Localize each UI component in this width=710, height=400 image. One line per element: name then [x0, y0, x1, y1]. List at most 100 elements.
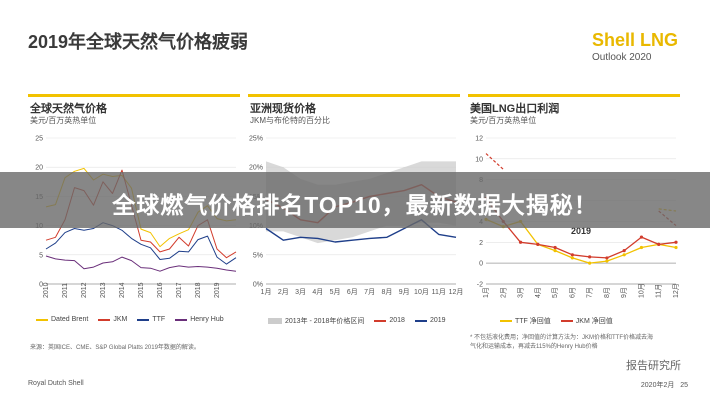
- legend-swatch: [560, 320, 573, 322]
- x-tick-label: 9月: [399, 288, 410, 296]
- x-tick-label: 8月: [381, 288, 392, 296]
- logo-name: Shell LNG: [591, 30, 678, 50]
- x-tick-label: 2013: [100, 282, 107, 298]
- y-tick-label: 12: [475, 136, 483, 143]
- legend-item: JKM: [98, 316, 127, 323]
- x-tick-label: 6月: [568, 287, 576, 298]
- legend-item: 2018: [374, 317, 405, 324]
- legend-item: 2019: [414, 317, 446, 324]
- page-title: 2019年全球天然气价格疲弱: [28, 32, 249, 52]
- x-tick-label: 2014: [119, 282, 126, 298]
- legend-item: 2013年 - 2018年价格区间: [268, 316, 364, 326]
- series-point: [570, 253, 574, 257]
- panel-3-rule: [468, 94, 680, 97]
- x-tick-label: 5月: [330, 288, 341, 296]
- x-tick-label: 4月: [534, 287, 542, 298]
- legend-label: Henry Hub: [190, 316, 224, 323]
- legend-swatch: [98, 318, 111, 321]
- y-tick-label: 0: [479, 261, 483, 268]
- panel-3-title: 美国LNG出口利润: [470, 103, 560, 115]
- series-point: [570, 256, 574, 260]
- series-point: [639, 245, 644, 250]
- y-tick-label: 0%: [253, 282, 263, 289]
- legend-swatch: [137, 318, 150, 321]
- x-tick-label: 2016: [157, 282, 164, 298]
- x-tick-label: 5月: [551, 287, 559, 298]
- footer-company: Royal Dutch Shell: [28, 380, 84, 387]
- watermark: 报告研究所: [623, 356, 684, 374]
- x-tick-label: 7月: [586, 287, 594, 298]
- series-point: [553, 245, 557, 250]
- y-tick-label: 0: [39, 282, 43, 289]
- series-point: [518, 240, 523, 244]
- x-tick-label: 9月: [620, 287, 628, 298]
- x-tick-label: 2月: [278, 288, 289, 296]
- banner-headline: 全球燃气价格排名TOP10，最新数据大揭秘！: [112, 192, 598, 218]
- banner-overlay: [0, 172, 710, 228]
- x-tick-label: 10月: [414, 288, 429, 296]
- x-tick-label: 2018: [195, 282, 202, 298]
- x-tick-label: 4月: [312, 288, 323, 296]
- x-tick-label: 2012: [81, 282, 88, 298]
- legend-swatch: [175, 318, 188, 321]
- panel-1-rule: [28, 94, 240, 97]
- series-point: [605, 256, 609, 260]
- shell-lng-logo: Shell LNG Outlook 2020: [592, 30, 678, 63]
- x-tick-label: 1月: [261, 288, 272, 296]
- legend-item: Dated Brent: [36, 316, 88, 323]
- x-tick-label: 2015: [138, 282, 145, 298]
- footer-date: 2020年2月: [640, 382, 675, 389]
- panel-2-ylabel: JKM与布伦特的百分比: [250, 116, 330, 125]
- series-point: [622, 249, 626, 253]
- y-tick-label: -2: [477, 282, 483, 289]
- annotation-year: 2019: [571, 226, 591, 236]
- legend-swatch: [36, 318, 48, 321]
- legend-3: TTF 净回值 JKM 净回值: [500, 316, 623, 326]
- x-tick-label: 10月: [637, 283, 645, 298]
- x-tick-label: 6月: [347, 288, 358, 296]
- legend-label: TTF 净回值: [515, 318, 551, 325]
- legend-label: 2013年 - 2018年价格区间: [285, 318, 365, 325]
- y-tick-label: 20: [35, 165, 43, 172]
- legend-1: Dated Brent JKM TTF Henry Hub: [36, 316, 234, 324]
- note-method-2: 气化和运输成本，再减去115%的Henry Hub价格: [470, 344, 598, 350]
- y-tick-label: 5%: [253, 252, 263, 259]
- series-point: [536, 242, 540, 246]
- panel-2-title: 亚洲现货价格: [250, 103, 316, 115]
- y-tick-label: 5: [39, 252, 43, 259]
- x-tick-label: 11月: [432, 288, 446, 296]
- footer-page: 2020年2月 25: [641, 380, 688, 390]
- x-tick-label: 8月: [603, 287, 611, 298]
- panel-3-ylabel: 美元/百万英热单位: [470, 116, 537, 125]
- legend-label: JKM: [113, 316, 128, 323]
- legend-swatch: [414, 319, 427, 322]
- x-tick-label: 2017: [176, 282, 183, 298]
- legend-swatch: [374, 319, 387, 322]
- legend-2: 2013年 - 2018年价格区间 2018 2019: [268, 316, 456, 326]
- series-point: [639, 235, 644, 239]
- note-method-1: * 不包括液化费用；净回值的计算方法为：JKM价格和TTF价格减去海: [470, 335, 653, 341]
- legend-item: JKM 净回值: [560, 316, 613, 326]
- x-tick-label: 2011: [62, 283, 69, 298]
- series-point: [674, 245, 678, 250]
- y-tick-label: 10: [475, 156, 483, 163]
- x-tick-label: 2010: [43, 282, 50, 298]
- series-point: [622, 253, 626, 257]
- legend-swatch: [268, 318, 282, 324]
- logo-subtitle: Outlook 2020: [591, 52, 652, 63]
- legend-item: Henry Hub: [175, 316, 224, 323]
- series-point: [657, 242, 661, 246]
- x-tick-label: 2019: [214, 282, 221, 298]
- series-point: [588, 261, 592, 265]
- x-tick-label: 7月: [364, 288, 375, 296]
- x-tick-label: 3月: [517, 287, 525, 298]
- series-line: [45, 222, 237, 265]
- legend-label: JKM 净回值: [575, 318, 613, 325]
- x-tick-label: 2月: [499, 287, 507, 298]
- series-point: [553, 249, 557, 253]
- legend-label: TTF: [152, 316, 166, 323]
- series-point: [674, 240, 678, 244]
- legend-label: Dated Brent: [51, 316, 89, 323]
- y-tick-label: 2: [479, 240, 483, 247]
- x-tick-label: 12月: [449, 288, 464, 296]
